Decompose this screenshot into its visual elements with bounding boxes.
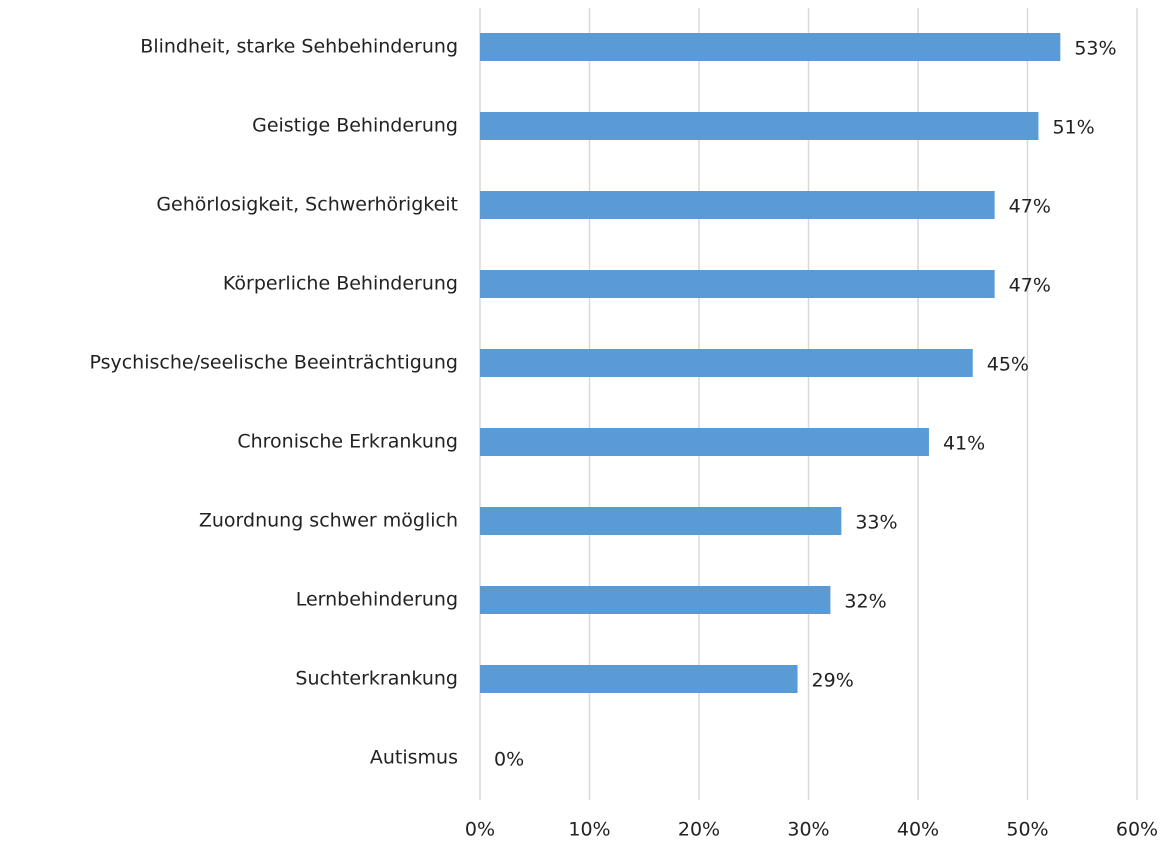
y-tick-label: Suchterkrankung [295,668,458,690]
y-tick-label: Geistige Behinderung [252,115,458,137]
bar [480,33,1061,61]
bar [480,507,842,535]
bar [480,191,995,219]
x-tick-label: 0% [465,819,495,841]
data-label: 51% [1052,117,1094,139]
data-label: 53% [1074,38,1116,60]
data-label: 47% [1009,275,1051,297]
x-tick-label: 20% [678,819,720,841]
y-tick-label: Zuordnung schwer möglich [199,510,458,532]
x-tick-label: 30% [787,819,829,841]
x-tick-label: 50% [1006,819,1048,841]
y-tick-label: Lernbehinderung [296,589,458,611]
x-tick-label: 40% [897,819,939,841]
bar [480,112,1039,140]
y-tick-label: Psychische/seelische Beeinträchtigung [89,352,458,374]
data-label: 41% [943,433,985,455]
y-tick-label: Autismus [370,747,458,769]
y-tick-label: Körperliche Behinderung [223,273,458,295]
data-label: 32% [844,591,886,613]
y-tick-label: Chronische Erkrankung [237,431,458,453]
y-tick-label: Blindheit, starke Sehbehinderung [140,36,458,58]
data-label: 45% [987,354,1029,376]
bar [480,586,831,614]
bar [480,349,973,377]
bar [480,665,798,693]
data-label: 33% [855,512,897,534]
data-label: 47% [1009,196,1051,218]
y-tick-label: Gehörlosigkeit, Schwerhörigkeit [156,194,458,216]
bar [480,270,995,298]
x-tick-label: 10% [568,819,610,841]
data-label: 29% [812,670,854,692]
x-tick-label: 60% [1116,819,1158,841]
data-label: 0% [494,749,524,771]
bar [480,428,929,456]
